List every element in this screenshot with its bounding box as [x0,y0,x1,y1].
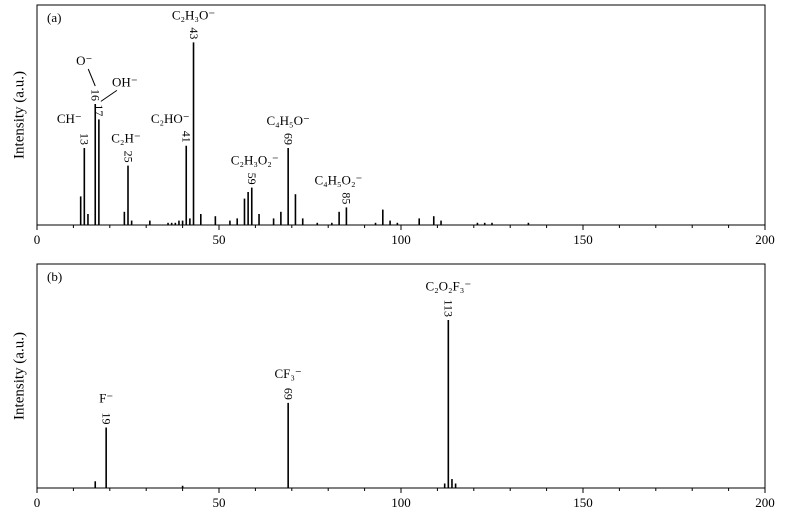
ion-label: C₄H₅O₂⁻ [314,172,362,187]
ion-label: C₂HO⁻ [151,111,190,126]
plot-frame [36,4,766,226]
ion-label: C₂O₂F₃⁻ [425,278,471,293]
ion-label: F⁻ [99,391,113,406]
peak-mass-label: 19 [99,413,113,425]
x-tick-label: 150 [573,495,593,510]
ion-label: CH⁻ [57,111,82,126]
peak-mass-label: 25 [121,151,135,163]
ion-label: OH⁻ [112,74,138,89]
leader-line [100,89,118,102]
plot-frame [36,263,766,489]
x-tick-label: 50 [213,232,226,247]
x-tick-label: 0 [34,232,41,247]
peak-mass-label: 16 [88,89,102,101]
x-tick-label: 50 [213,495,226,510]
peak-mass-label: 113 [442,299,456,317]
ion-label: C₂H⁻ [111,131,140,146]
leader-line [87,68,96,87]
x-tick-label: 150 [573,232,593,247]
y-axis-label: Intensity (a.u.) [11,332,27,420]
y-axis-label: Intensity (a.u.) [11,71,27,159]
x-tick-label: 100 [391,232,411,247]
x-tick-label: 0 [34,495,41,510]
peak-mass-label: 17 [92,104,106,116]
ion-label: C₄H₅O⁻ [266,113,309,128]
ion-label: CF₃⁻ [275,366,302,381]
peak-mass-label: 13 [78,133,92,145]
peak-mass-label: 85 [340,192,354,204]
peak-mass-label: 59 [245,173,259,185]
ion-label: C₂H₃O⁻ [172,7,215,22]
panel-label: (b) [47,269,62,284]
ion-label: C₂H₃O₂⁻ [231,153,279,168]
peak-mass-label: 69 [281,133,295,145]
x-tick-label: 200 [755,232,775,247]
x-tick-label: 200 [755,495,775,510]
ion-label: O⁻ [76,53,92,68]
x-tick-label: 100 [391,495,411,510]
peak-mass-label: 43 [187,27,201,39]
panel-label: (a) [47,10,61,25]
peak-mass-label: 69 [281,388,295,400]
peak-mass-label: 41 [179,131,193,143]
